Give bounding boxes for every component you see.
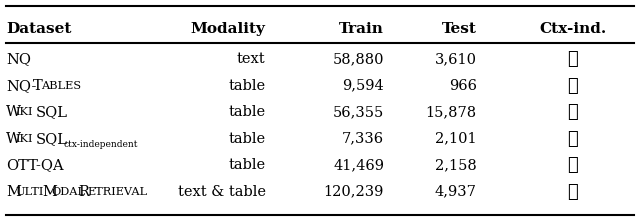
Text: Ctx-ind.: Ctx-ind. — [539, 22, 607, 36]
Text: 120,239: 120,239 — [324, 185, 384, 198]
Text: 15,878: 15,878 — [426, 105, 477, 119]
Text: 9,594: 9,594 — [342, 79, 384, 93]
Text: 58,880: 58,880 — [333, 52, 384, 66]
Text: IKI: IKI — [15, 134, 33, 144]
Text: 966: 966 — [449, 79, 477, 93]
Text: T: T — [33, 79, 42, 93]
Text: 4,937: 4,937 — [435, 185, 477, 198]
Text: table: table — [228, 158, 266, 172]
Text: Dataset: Dataset — [6, 22, 72, 36]
Text: 7,336: 7,336 — [342, 132, 384, 146]
Text: M: M — [42, 185, 58, 198]
Text: text & table: text & table — [177, 185, 266, 198]
Text: 2,158: 2,158 — [435, 158, 477, 172]
Text: Train: Train — [339, 22, 384, 36]
Text: OTT-QA: OTT-QA — [6, 158, 64, 172]
Text: Modality: Modality — [191, 22, 266, 36]
Text: SQL: SQL — [36, 105, 68, 119]
Text: ✓: ✓ — [568, 183, 578, 200]
Text: ✗: ✗ — [568, 103, 578, 121]
Text: W: W — [6, 105, 21, 119]
Text: NQ: NQ — [6, 52, 31, 66]
Text: ✓: ✓ — [568, 50, 578, 68]
Text: ctx-independent: ctx-independent — [63, 140, 138, 149]
Text: 2,101: 2,101 — [435, 132, 477, 146]
Text: ✓: ✓ — [568, 77, 578, 95]
Text: M: M — [6, 185, 21, 198]
Text: R: R — [79, 185, 90, 198]
Text: Test: Test — [442, 22, 477, 36]
Text: NQ-: NQ- — [6, 79, 36, 93]
Text: ULTI: ULTI — [15, 187, 44, 196]
Text: 56,355: 56,355 — [333, 105, 384, 119]
Text: ✓: ✓ — [568, 156, 578, 174]
Text: table: table — [228, 79, 266, 93]
Text: ODAL: ODAL — [51, 187, 85, 196]
Text: ETRIEVAL: ETRIEVAL — [87, 187, 147, 196]
Text: 3,610: 3,610 — [435, 52, 477, 66]
Text: ABLES: ABLES — [42, 81, 81, 91]
Text: W: W — [6, 132, 21, 146]
Text: table: table — [228, 105, 266, 119]
Text: 41,469: 41,469 — [333, 158, 384, 172]
Text: SQL: SQL — [36, 132, 68, 146]
Text: IKI: IKI — [15, 107, 33, 117]
Text: ✓: ✓ — [568, 130, 578, 148]
Text: table: table — [228, 132, 266, 146]
Text: text: text — [237, 52, 266, 66]
